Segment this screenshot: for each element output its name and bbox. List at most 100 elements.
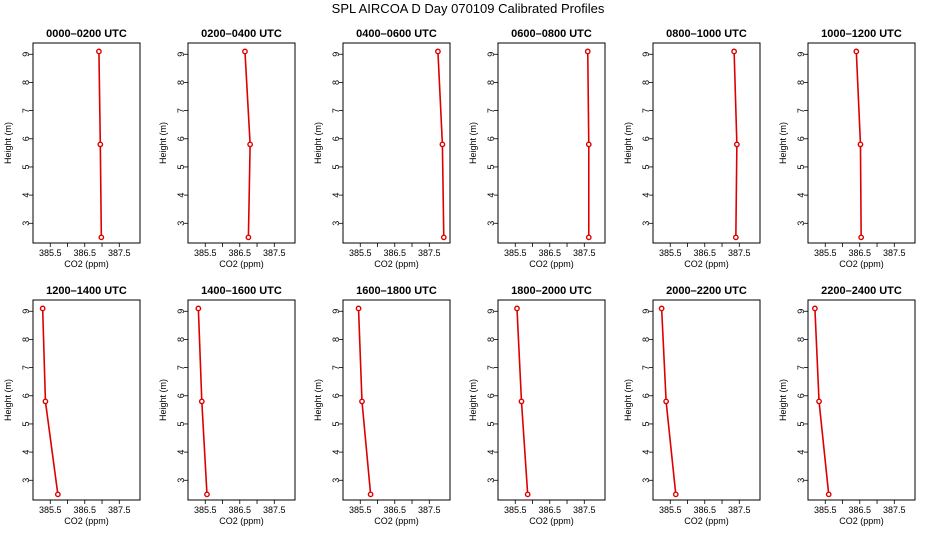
y-tick-label: 5 [331, 421, 341, 426]
y-tick-label: 3 [176, 221, 186, 226]
x-axis-label: CO2 (ppm) [64, 516, 109, 526]
y-tick-label: 5 [176, 421, 186, 426]
data-point [359, 398, 365, 405]
y-axis-label: Height (m) [158, 379, 168, 421]
y-tick-label: 9 [176, 309, 186, 314]
panel-title: 0200–0400 UTC [201, 28, 282, 40]
x-tick-label: 386.5 [74, 248, 97, 258]
panel-title: 0800–1000 UTC [666, 28, 747, 40]
x-tick-label: 386.5 [694, 505, 717, 515]
x-axis-label: CO2 (ppm) [374, 516, 419, 526]
data-point [42, 398, 49, 405]
data-point [54, 491, 61, 498]
y-tick-label: 8 [486, 80, 496, 85]
x-axis-label: CO2 (ppm) [684, 516, 729, 526]
panel-9: 1600–1800 UTC 385.5 386.5 387.5 3 4 5 6 7 8 9 CO2 (… [313, 285, 451, 526]
panel-title: 1600–1800 UTC [356, 285, 437, 297]
figure-title: SPL AIRCOA D Day 070109 Calibrated Profi… [332, 1, 605, 16]
y-tick-label: 3 [796, 221, 806, 226]
y-tick-label: 4 [641, 450, 651, 455]
plot-frame [497, 42, 606, 244]
data-point [440, 234, 447, 241]
y-tick-label: 7 [641, 108, 651, 113]
plot-frame [652, 42, 761, 244]
x-tick-label: 385.5 [39, 505, 62, 515]
x-tick-label: 386.5 [694, 248, 717, 258]
x-tick-label: 387.5 [573, 505, 596, 515]
x-tick-label: 385.5 [504, 248, 527, 258]
y-tick-label: 4 [331, 193, 341, 198]
y-tick-label: 5 [21, 421, 31, 426]
y-axis-label: Height (m) [3, 122, 13, 164]
x-axis-label: CO2 (ppm) [374, 259, 419, 269]
x-tick-label: 385.5 [814, 248, 837, 258]
y-tick-label: 7 [641, 365, 651, 370]
plot-frame [187, 42, 296, 244]
y-tick-label: 6 [796, 136, 806, 141]
y-axis-label: Height (m) [468, 122, 478, 164]
y-axis-label: Height (m) [313, 379, 323, 421]
y-tick-label: 5 [176, 164, 186, 169]
y-tick-label: 3 [21, 221, 31, 226]
panel-title: 2200–2400 UTC [821, 285, 902, 297]
x-tick-label: 387.5 [883, 505, 906, 515]
y-tick-label: 4 [21, 450, 31, 455]
y-tick-label: 7 [21, 108, 31, 113]
y-tick-label: 3 [21, 478, 31, 483]
panel-8: 1400–1600 UTC 385.5 386.5 387.5 3 4 5 6 7 8 9 CO2 (… [158, 285, 296, 526]
y-tick-label: 6 [176, 393, 186, 398]
data-point [812, 305, 818, 312]
data-point [439, 141, 446, 148]
y-tick-label: 8 [486, 337, 496, 342]
panel-5: 0800–1000 UTC 385.5 386.5 387.5 3 4 5 6 7 8 9 CO2 (… [623, 28, 761, 269]
x-tick-label: 386.5 [539, 248, 562, 258]
y-tick-label: 4 [21, 193, 31, 198]
y-tick-label: 9 [641, 52, 651, 57]
x-tick-label: 387.5 [728, 505, 751, 515]
x-tick-label: 387.5 [108, 505, 131, 515]
y-tick-label: 5 [21, 164, 31, 169]
y-axis-label: Height (m) [468, 379, 478, 421]
data-point [857, 141, 864, 148]
data-point [97, 141, 104, 148]
x-tick-label: 387.5 [418, 248, 441, 258]
y-tick-label: 7 [486, 365, 496, 370]
data-point [245, 234, 252, 241]
y-tick-label: 9 [486, 309, 496, 314]
y-tick-label: 7 [796, 365, 806, 370]
panel-4: 0600–0800 UTC 385.5 386.5 387.5 3 4 5 6 7 8 9 CO2 (… [468, 28, 606, 269]
y-tick-label: 4 [641, 193, 651, 198]
x-tick-label: 387.5 [108, 248, 131, 258]
plot-frame [497, 299, 606, 501]
x-axis-label: CO2 (ppm) [64, 259, 109, 269]
x-tick-label: 385.5 [39, 248, 62, 258]
panel-11: 2000–2200 UTC 385.5 386.5 387.5 3 4 5 6 7 8 9 CO2 (… [623, 285, 761, 526]
y-tick-label: 6 [21, 136, 31, 141]
y-tick-label: 9 [21, 52, 31, 57]
y-tick-label: 6 [796, 393, 806, 398]
y-tick-label: 5 [796, 421, 806, 426]
data-point [367, 491, 374, 498]
y-axis-label: Height (m) [313, 122, 323, 164]
panel-3: 0400–0600 UTC 385.5 386.5 387.5 3 4 5 6 7 8 9 CO2 (… [313, 28, 451, 269]
x-tick-label: 386.5 [229, 248, 252, 258]
panel-10: 1800–2000 UTC 385.5 386.5 387.5 3 4 5 6 7 8 9 CO2 (… [468, 285, 606, 526]
panel-title: 1200–1400 UTC [46, 285, 127, 297]
x-axis-label: CO2 (ppm) [684, 259, 729, 269]
data-point [825, 491, 832, 498]
y-tick-label: 6 [641, 393, 651, 398]
x-tick-label: 387.5 [263, 248, 286, 258]
data-point [858, 234, 865, 241]
x-tick-label: 387.5 [263, 505, 286, 515]
x-tick-label: 386.5 [849, 505, 872, 515]
x-tick-label: 385.5 [349, 248, 372, 258]
plot-frame [342, 42, 451, 244]
data-point [731, 48, 738, 55]
data-point [242, 48, 248, 55]
y-tick-label: 6 [331, 393, 341, 398]
panel-title: 1800–2000 UTC [511, 285, 592, 297]
x-axis-label: CO2 (ppm) [529, 516, 574, 526]
y-tick-label: 5 [641, 164, 651, 169]
y-tick-label: 7 [331, 108, 341, 113]
x-axis-label: CO2 (ppm) [219, 259, 264, 269]
